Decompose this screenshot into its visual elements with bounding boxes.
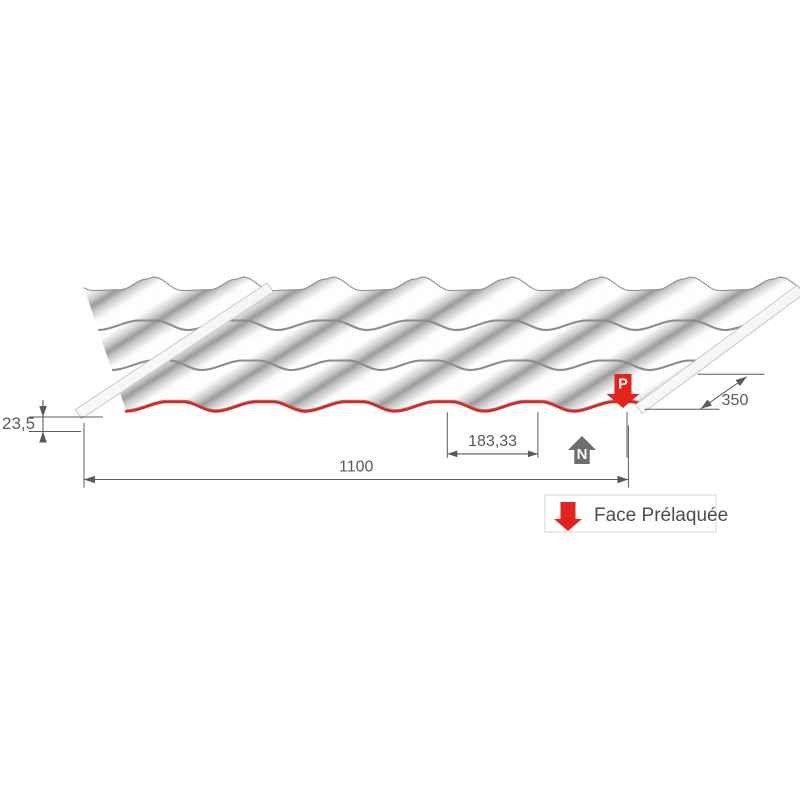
svg-text:1100: 1100 [339,459,374,476]
svg-text:183,33: 183,33 [468,433,517,450]
svg-text:N: N [577,446,588,463]
svg-text:23,5: 23,5 [2,414,35,433]
svg-text:Face Prélaquée: Face Prélaquée [594,505,728,526]
svg-text:350: 350 [722,392,749,409]
svg-text:P: P [618,376,628,392]
